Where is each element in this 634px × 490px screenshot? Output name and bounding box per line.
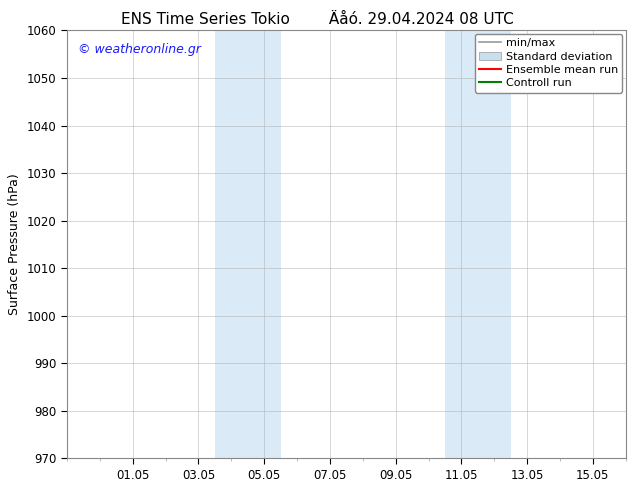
Text: ENS Time Series Tokio        Äåó. 29.04.2024 08 UTC: ENS Time Series Tokio Äåó. 29.04.2024 08… — [120, 12, 514, 27]
Bar — [445, 30, 510, 458]
Text: © weatheronline.gr: © weatheronline.gr — [78, 43, 201, 56]
Bar — [215, 30, 281, 458]
Y-axis label: Surface Pressure (hPa): Surface Pressure (hPa) — [8, 173, 22, 315]
Legend: min/max, Standard deviation, Ensemble mean run, Controll run: min/max, Standard deviation, Ensemble me… — [474, 34, 623, 93]
